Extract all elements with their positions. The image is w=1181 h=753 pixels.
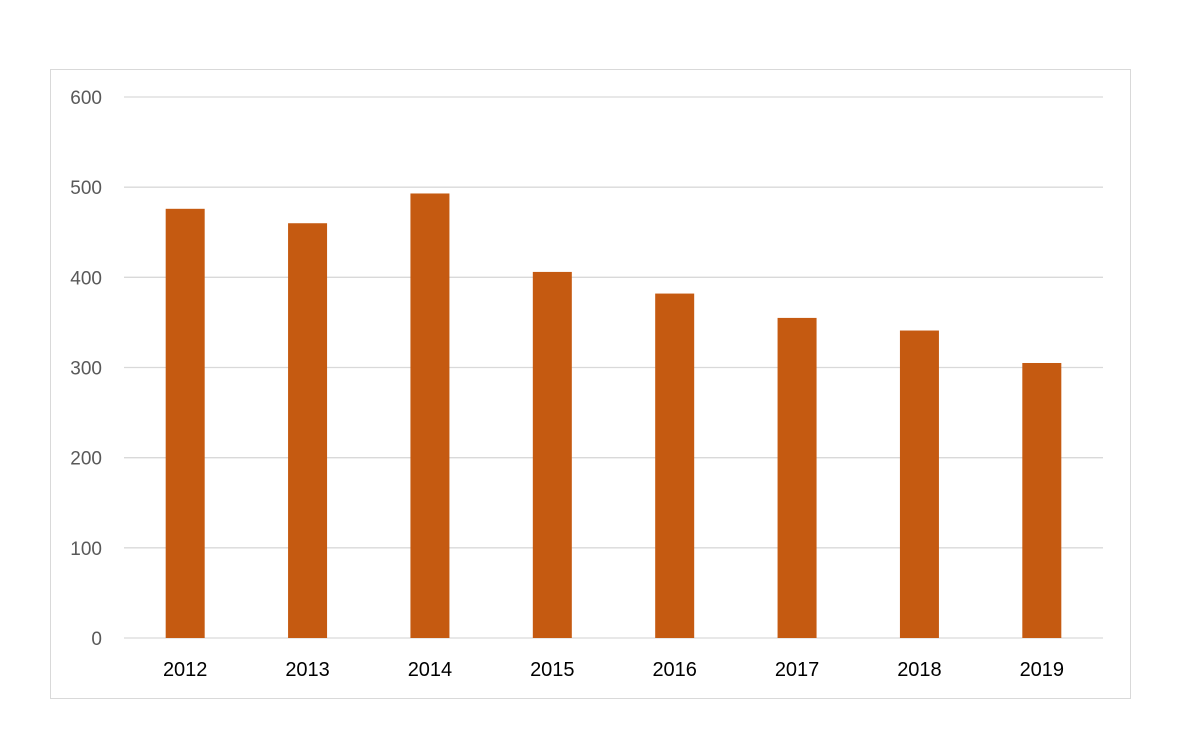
x-tick-label: 2018 [897, 659, 942, 681]
y-tick-label: 200 [70, 449, 102, 470]
bar-2017 [777, 317, 817, 638]
x-tick-label: 2013 [285, 659, 330, 681]
x-tick-label: 2017 [775, 659, 820, 681]
y-tick-label: 400 [70, 268, 102, 289]
bar-2015 [532, 271, 572, 638]
bar-2019 [1022, 362, 1062, 638]
chart-area [50, 69, 1131, 699]
x-tick-label: 2016 [652, 659, 697, 681]
y-tick-label: 0 [91, 629, 102, 650]
gridlines [124, 96, 1103, 639]
y-tick-label: 500 [70, 178, 102, 199]
x-tick-label: 2012 [163, 659, 208, 681]
x-tick-label: 2019 [1020, 659, 1065, 681]
y-tick-label: 600 [70, 88, 102, 109]
x-tick-label: 2015 [530, 659, 575, 681]
bars [165, 193, 1062, 638]
y-tick-label: 300 [70, 359, 102, 380]
y-axis-tick-labels: 0 100 200 300 400 500 600 [70, 88, 102, 650]
bar-2016 [655, 293, 695, 638]
bar-2012 [165, 208, 205, 638]
x-axis-tick-labels: 2012 2013 2014 2015 2016 2017 2018 2019 [163, 659, 1064, 681]
bar-2013 [288, 223, 328, 638]
bar-2018 [899, 330, 939, 638]
x-tick-label: 2014 [408, 659, 453, 681]
y-tick-label: 100 [70, 539, 102, 560]
bar-2014 [410, 193, 450, 638]
